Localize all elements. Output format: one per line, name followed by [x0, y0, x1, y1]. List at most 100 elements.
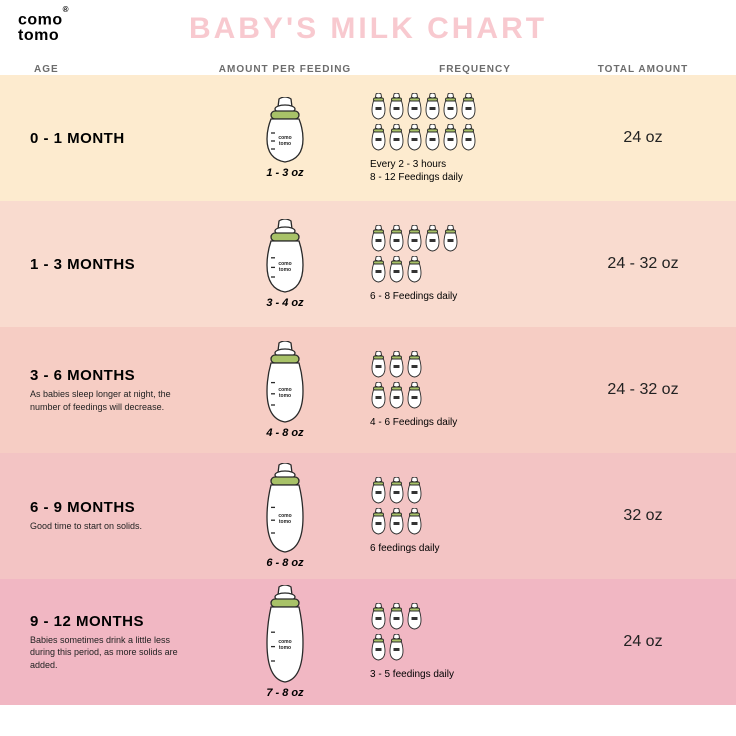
- mini-bottle-icon: [388, 256, 405, 286]
- chart-row: 3 - 6 MONTHS As babies sleep longer at ni…: [0, 327, 736, 453]
- age-note: Good time to start on solids.: [30, 520, 180, 532]
- age-note: Babies sometimes drink a little less dur…: [30, 634, 180, 670]
- mini-bottle-icon: [388, 124, 405, 154]
- amount-label: 6 - 8 oz: [266, 557, 303, 569]
- amount-cell: como tomo 4 - 8 oz: [200, 341, 370, 439]
- mini-bottle-icon: [388, 225, 405, 255]
- age-label: 6 - 9 MONTHS: [30, 499, 200, 516]
- chart-row: 0 - 1 MONTH como tomo 1 - 3 oz: [0, 75, 736, 201]
- age-cell: 3 - 6 MONTHS As babies sleep longer at ni…: [30, 367, 200, 412]
- chart-row: 9 - 12 MONTHS Babies sometimes drink a li…: [0, 579, 736, 705]
- svg-text:tomo: tomo: [279, 393, 291, 399]
- frequency-text: 3 - 5 feedings daily: [370, 668, 454, 681]
- amount-cell: como tomo 3 - 4 oz: [200, 219, 370, 309]
- total-cell: 32 oz: [580, 507, 706, 525]
- frequency-cell: 6 - 8 Feedings daily: [370, 225, 580, 303]
- brand-line2: tomo: [18, 27, 59, 44]
- mini-bottle-icon: [370, 634, 387, 664]
- total-cell: 24 oz: [580, 633, 706, 651]
- mini-bottle-icon: [442, 124, 459, 154]
- mini-bottle-icon: [406, 477, 423, 507]
- bottle-icon: como tomo: [259, 463, 311, 555]
- mini-bottle-icon: [388, 508, 405, 538]
- total-cell: 24 - 32 oz: [580, 381, 706, 399]
- brand-logo: como® tomo: [18, 12, 69, 43]
- frequency-icons: [370, 225, 460, 286]
- header-total: TOTAL AMOUNT: [580, 64, 706, 75]
- age-cell: 9 - 12 MONTHS Babies sometimes drink a li…: [30, 613, 200, 670]
- header-age: AGE: [30, 64, 200, 75]
- frequency-text: 6 feedings daily: [370, 542, 440, 555]
- mini-bottle-icon: [370, 382, 387, 412]
- mini-bottle-icon: [406, 93, 423, 123]
- age-cell: 0 - 1 MONTH: [30, 130, 200, 147]
- mini-bottle-icon: [460, 124, 477, 154]
- svg-text:tomo: tomo: [279, 267, 291, 273]
- svg-text:tomo: tomo: [279, 141, 291, 147]
- age-label: 1 - 3 MONTHS: [30, 256, 200, 273]
- total-cell: 24 - 32 oz: [580, 255, 706, 273]
- frequency-text: 8 - 12 Feedings daily: [370, 171, 463, 184]
- frequency-text: 4 - 6 Feedings daily: [370, 416, 457, 429]
- mini-bottle-icon: [442, 93, 459, 123]
- mini-bottle-icon: [388, 603, 405, 633]
- chart-title: BABY'S MILK CHART: [20, 8, 716, 46]
- mini-bottle-icon: [406, 351, 423, 381]
- mini-bottle-icon: [424, 225, 441, 255]
- bottle-icon: como tomo: [259, 97, 311, 165]
- amount-label: 7 - 8 oz: [266, 687, 303, 699]
- frequency-cell: 4 - 6 Feedings daily: [370, 351, 580, 429]
- frequency-icons: [370, 603, 424, 664]
- mini-bottle-icon: [406, 124, 423, 154]
- mini-bottle-icon: [424, 124, 441, 154]
- mini-bottle-icon: [370, 508, 387, 538]
- frequency-icons: [370, 477, 424, 538]
- amount-label: 1 - 3 oz: [266, 167, 303, 179]
- amount-cell: como tomo 1 - 3 oz: [200, 97, 370, 179]
- svg-text:tomo: tomo: [279, 645, 291, 651]
- chart-rows: 0 - 1 MONTH como tomo 1 - 3 oz: [0, 75, 736, 705]
- header-frequency: FREQUENCY: [370, 64, 580, 75]
- amount-label: 4 - 8 oz: [266, 427, 303, 439]
- mini-bottle-icon: [406, 225, 423, 255]
- frequency-icons: [370, 351, 424, 412]
- frequency-icons: [370, 93, 478, 154]
- amount-cell: como tomo 6 - 8 oz: [200, 463, 370, 569]
- mini-bottle-icon: [460, 93, 477, 123]
- mini-bottle-icon: [388, 382, 405, 412]
- chart-row: 1 - 3 MONTHS como tomo 3 - 4 oz: [0, 201, 736, 327]
- age-label: 3 - 6 MONTHS: [30, 367, 200, 384]
- age-note: As babies sleep longer at night, the num…: [30, 388, 180, 412]
- bottle-icon: como tomo: [259, 341, 311, 425]
- mini-bottle-icon: [388, 477, 405, 507]
- mini-bottle-icon: [370, 124, 387, 154]
- amount-cell: como tomo 7 - 8 oz: [200, 585, 370, 699]
- brand-reg: ®: [63, 5, 69, 14]
- bottle-icon: como tomo: [259, 585, 311, 685]
- mini-bottle-icon: [388, 93, 405, 123]
- mini-bottle-icon: [370, 93, 387, 123]
- age-label: 9 - 12 MONTHS: [30, 613, 200, 630]
- mini-bottle-icon: [406, 508, 423, 538]
- mini-bottle-icon: [370, 603, 387, 633]
- column-headers: AGE AMOUNT PER FEEDING FREQUENCY TOTAL A…: [0, 64, 736, 75]
- frequency-text: Every 2 - 3 hours: [370, 158, 446, 171]
- chart-row: 6 - 9 MONTHS Good time to start on solids…: [0, 453, 736, 579]
- age-cell: 1 - 3 MONTHS: [30, 256, 200, 273]
- age-label: 0 - 1 MONTH: [30, 130, 200, 147]
- total-cell: 24 oz: [580, 129, 706, 147]
- frequency-cell: Every 2 - 3 hours8 - 12 Feedings daily: [370, 93, 580, 184]
- mini-bottle-icon: [406, 256, 423, 286]
- mini-bottle-icon: [370, 256, 387, 286]
- amount-label: 3 - 4 oz: [266, 297, 303, 309]
- mini-bottle-icon: [424, 93, 441, 123]
- mini-bottle-icon: [406, 382, 423, 412]
- mini-bottle-icon: [370, 225, 387, 255]
- frequency-cell: 3 - 5 feedings daily: [370, 603, 580, 681]
- mini-bottle-icon: [442, 225, 459, 255]
- mini-bottle-icon: [406, 603, 423, 633]
- frequency-cell: 6 feedings daily: [370, 477, 580, 555]
- bottle-icon: como tomo: [259, 219, 311, 295]
- mini-bottle-icon: [388, 351, 405, 381]
- header-amount: AMOUNT PER FEEDING: [200, 64, 370, 75]
